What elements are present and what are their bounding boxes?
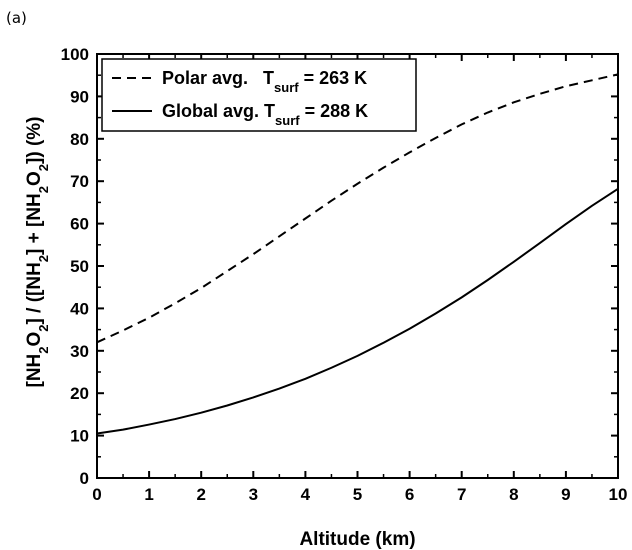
- x-tick-label: 6: [405, 485, 414, 504]
- y-tick-label: 20: [70, 384, 89, 403]
- y-axis-ticks: 0 10 20 30 40 50 60 70 80 90 100: [61, 45, 618, 488]
- y-title-subscript: 2: [36, 346, 51, 353]
- y-title-segment: O: [24, 332, 45, 347]
- y-title-subscript: 2: [36, 164, 51, 171]
- y-tick-label: 80: [70, 130, 89, 149]
- y-title-segment: O: [24, 171, 45, 186]
- y-tick-label: 0: [80, 469, 89, 488]
- x-axis-ticks: 0 1 2 3 4 5 6 7 8 9 10: [92, 54, 627, 504]
- series-lines: [96, 73, 619, 435]
- x-tick-label: 3: [249, 485, 258, 504]
- x-tick-label: 4: [301, 485, 311, 504]
- legend-label-main: Polar avg. T: [162, 68, 274, 88]
- y-title-segment: ] / ([NH: [24, 262, 45, 324]
- y-title-segment: ] + [NH: [24, 193, 45, 255]
- legend-label: Global avg. Tsurf = 288 K: [162, 101, 368, 128]
- legend-label-tail: = 288 K: [300, 101, 369, 121]
- legend-label: Polar avg. Tsurf = 263 K: [162, 68, 367, 95]
- series-line-polar: [96, 73, 619, 344]
- x-tick-label: 2: [196, 485, 205, 504]
- y-title-subscript: 2: [36, 255, 51, 262]
- x-tick-label: 7: [457, 485, 466, 504]
- y-tick-label: 90: [70, 87, 89, 106]
- x-axis-title: Altitude (km): [299, 529, 415, 550]
- legend-box: [101, 58, 417, 132]
- y-tick-label: 40: [70, 299, 89, 318]
- x-tick-label: 0: [92, 485, 101, 504]
- legend-label-main: Global avg. T: [162, 101, 275, 121]
- x-tick-label: 5: [353, 485, 362, 504]
- x-tick-label: 10: [609, 485, 628, 504]
- y-tick-label: 60: [70, 215, 89, 234]
- x-tick-label: 8: [509, 485, 518, 504]
- y-title-subscript: 2: [36, 324, 51, 331]
- y-title-segment: [NH: [24, 354, 45, 388]
- y-tick-label: 10: [70, 427, 89, 446]
- y-axis-title: [NH2O2] / ([NH2] + [NH2O2]) (%): [24, 116, 51, 387]
- y-tick-label: 100: [61, 45, 89, 64]
- panel-label: (a): [6, 9, 27, 27]
- y-title-segment: ]) (%): [24, 116, 45, 163]
- legend-label-tail: = 263 K: [299, 68, 368, 88]
- y-tick-label: 70: [70, 172, 89, 191]
- y-tick-label: 50: [70, 257, 89, 276]
- y-title-subscript: 2: [36, 186, 51, 193]
- x-tick-label: 1: [144, 485, 153, 504]
- x-tick-label: 9: [561, 485, 570, 504]
- series-line-global: [96, 187, 619, 435]
- legend-label-subscript: surf: [275, 113, 300, 128]
- y-tick-label: 30: [70, 342, 89, 361]
- legend-label-subscript: surf: [274, 80, 299, 95]
